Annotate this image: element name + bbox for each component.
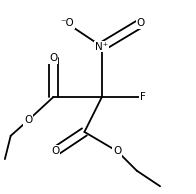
- Text: O: O: [51, 146, 59, 156]
- Text: O: O: [113, 146, 122, 156]
- Text: N⁺: N⁺: [95, 42, 109, 52]
- Text: O: O: [24, 115, 32, 125]
- Text: ⁻O: ⁻O: [60, 18, 74, 28]
- Text: F: F: [140, 92, 146, 102]
- Text: O: O: [49, 53, 57, 63]
- Text: O: O: [137, 18, 145, 28]
